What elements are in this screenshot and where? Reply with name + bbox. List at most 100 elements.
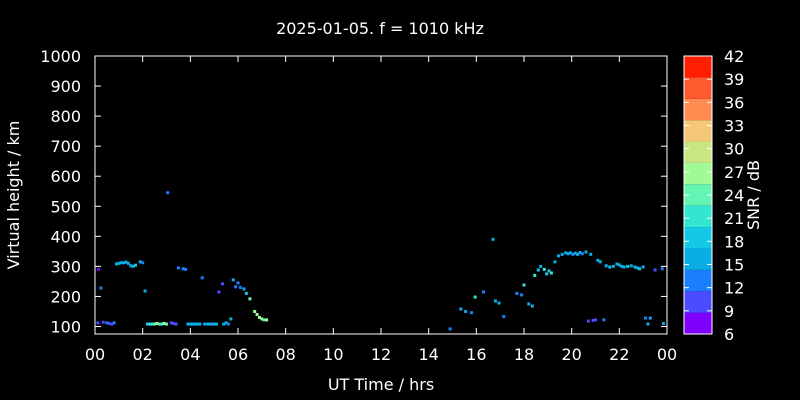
colorbar-tick-label: 39 [724, 70, 744, 89]
colorbar-segment [684, 120, 712, 142]
data-point [580, 252, 584, 256]
data-point [143, 289, 147, 293]
data-point [573, 251, 577, 255]
y-tick-label: 900 [50, 77, 81, 96]
x-tick-label: 20 [561, 345, 581, 364]
data-point [660, 267, 664, 271]
y-tick-label: 300 [50, 257, 81, 276]
x-tick-label: 00 [657, 345, 677, 364]
data-point [549, 271, 553, 275]
data-point [622, 265, 626, 269]
colorbar-tick-label: 15 [724, 256, 744, 275]
data-point [542, 267, 546, 271]
data-point [162, 321, 166, 325]
data-point [169, 321, 173, 325]
data-point [553, 260, 557, 264]
data-point [131, 264, 135, 268]
data-point [134, 263, 138, 267]
data-point [635, 266, 639, 270]
data-point [545, 272, 549, 276]
y-tick-label: 400 [50, 227, 81, 246]
colorbar-segment [684, 227, 712, 249]
data-point [229, 317, 233, 321]
data-point [222, 322, 226, 326]
data-point [459, 307, 463, 311]
data-point [186, 322, 190, 326]
colorbar-segment [684, 312, 712, 334]
data-point [648, 316, 652, 320]
data-point [119, 261, 123, 265]
data-point [248, 297, 252, 301]
data-point [502, 315, 506, 319]
data-point [99, 286, 103, 290]
data-point [198, 322, 202, 326]
data-point [493, 299, 497, 303]
data-point [638, 267, 642, 271]
data-point [470, 311, 474, 315]
x-tick-label: 04 [180, 345, 200, 364]
data-point [253, 309, 257, 313]
data-point [138, 260, 142, 264]
data-point [157, 322, 161, 326]
data-point [117, 261, 121, 265]
data-point [641, 265, 645, 269]
data-point [191, 322, 195, 326]
x-tick-label: 06 [228, 345, 248, 364]
data-point [615, 262, 619, 266]
data-point [165, 322, 168, 326]
colorbar-tick-label: 9 [724, 302, 734, 321]
data-point [96, 321, 100, 325]
data-point [101, 320, 105, 324]
data-point [617, 263, 621, 267]
colorbar-tick-label: 33 [724, 117, 744, 136]
data-point [124, 260, 128, 264]
data-point [481, 290, 485, 294]
plot-area [94, 55, 668, 335]
colorbar-segment [684, 184, 712, 206]
data-point [217, 290, 221, 294]
data-point [155, 321, 159, 325]
colorbar-tick-label: 24 [724, 186, 744, 205]
data-point [210, 322, 214, 326]
data-point [262, 318, 266, 322]
data-point [473, 295, 477, 299]
data-point [255, 312, 259, 316]
chart-title: 2025-01-05. f = 1010 kHz [276, 19, 484, 38]
data-point [141, 261, 145, 265]
colorbar-segment [684, 162, 712, 185]
colorbar-tick-label: 30 [724, 140, 744, 159]
x-tick-label: 18 [514, 345, 534, 364]
data-point [608, 265, 612, 269]
data-point [166, 191, 170, 195]
data-point [114, 262, 118, 266]
data-point [195, 322, 199, 326]
data-point [547, 269, 551, 273]
colorbar-segment [684, 56, 712, 78]
data-point [238, 285, 242, 289]
snr-colorbar: 6 9 12 15 18 21 24 27 30 33 36 39 42 [683, 47, 744, 344]
data-point [174, 322, 178, 326]
data-point [97, 267, 101, 271]
data-point [181, 267, 185, 271]
x-tick-label: 08 [275, 345, 295, 364]
data-point [571, 252, 575, 256]
data-point [236, 281, 240, 285]
data-point [527, 302, 531, 306]
data-point [110, 322, 114, 326]
colorbar-tick-label: 18 [724, 232, 744, 251]
data-point [129, 264, 133, 268]
x-tick-label: 02 [132, 345, 152, 364]
data-point [594, 318, 597, 322]
data-point [145, 322, 149, 326]
data-point [533, 273, 537, 277]
data-point [148, 322, 152, 326]
data-point [596, 258, 600, 262]
data-point [257, 315, 261, 319]
data-point [234, 285, 238, 289]
data-point [464, 309, 468, 313]
data-point [112, 321, 116, 325]
data-point [586, 319, 590, 323]
data-point [231, 278, 235, 282]
data-point [576, 252, 580, 256]
data-point [105, 321, 109, 325]
